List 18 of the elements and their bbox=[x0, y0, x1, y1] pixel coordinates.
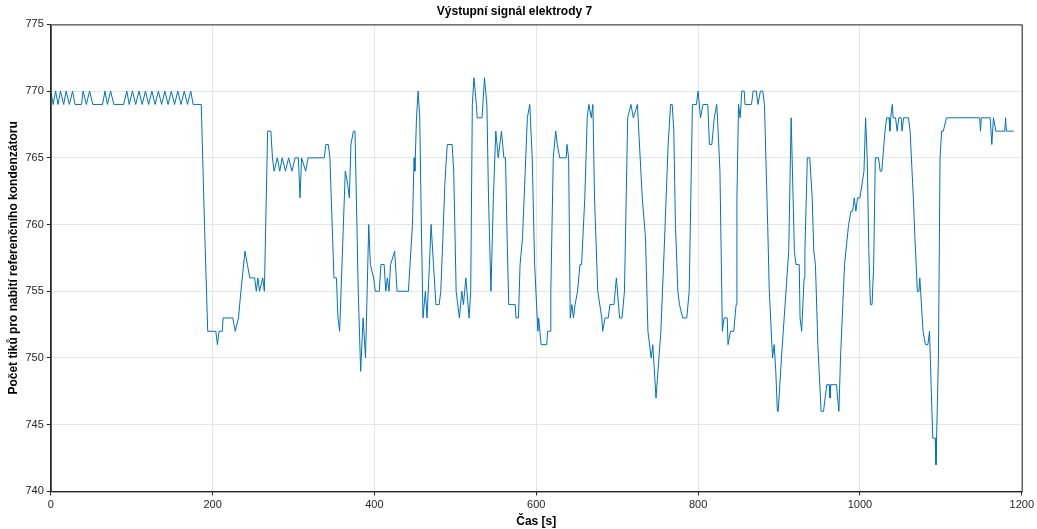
y-tick-label: 770 bbox=[25, 84, 44, 97]
y-tick-label: 775 bbox=[25, 17, 44, 30]
x-tick-label: 200 bbox=[203, 498, 222, 511]
x-tick-label: 1200 bbox=[1009, 498, 1035, 511]
y-tick-label: 745 bbox=[25, 417, 44, 430]
x-tick-label: 800 bbox=[688, 498, 708, 511]
y-axis-title: Počet tiků pro nabití referenčního kondenzátoru bbox=[5, 121, 20, 395]
y-tick-label: 750 bbox=[25, 351, 44, 363]
chart-title: Výstupní signál elektrody 7 bbox=[436, 3, 593, 18]
x-tick-label: 1000 bbox=[847, 498, 873, 511]
y-tick-label: 765 bbox=[25, 150, 44, 163]
x-tick-label: 400 bbox=[365, 498, 384, 511]
x-tick-label: 600 bbox=[527, 498, 546, 511]
x-axis-title: Čas [s] bbox=[516, 513, 557, 529]
y-tick-label: 755 bbox=[25, 284, 44, 297]
y-tick-label: 760 bbox=[25, 217, 44, 230]
y-tick-label: 740 bbox=[25, 484, 44, 497]
x-tick-label: 0 bbox=[47, 498, 54, 511]
